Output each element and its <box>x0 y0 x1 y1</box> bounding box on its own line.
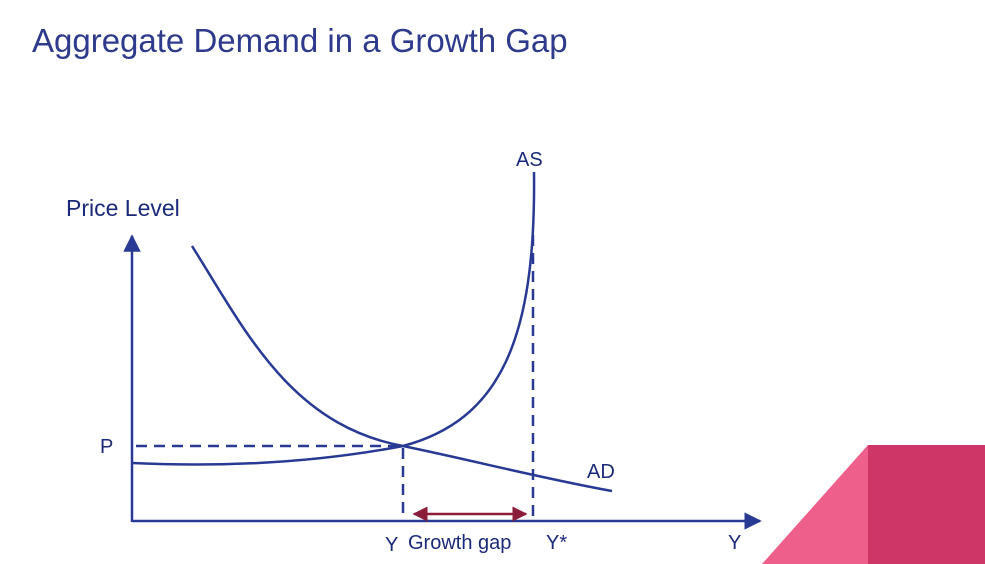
potential-output-label: Y* <box>546 532 567 554</box>
x-axis-label: Y <box>728 532 741 554</box>
ad-curve <box>190 245 613 493</box>
as-curve <box>131 171 536 466</box>
y-axis-label: Price Level <box>66 195 180 221</box>
as-curve-label: AS <box>516 149 543 171</box>
slide-title: Aggregate Demand in a Growth Gap <box>32 22 568 59</box>
decorative-magenta-block <box>868 445 985 564</box>
price-label: P <box>100 436 113 458</box>
ad-curve-label: AD <box>587 461 615 483</box>
output-label: Y <box>385 534 398 556</box>
growth-gap-label: Growth gap <box>408 532 511 554</box>
